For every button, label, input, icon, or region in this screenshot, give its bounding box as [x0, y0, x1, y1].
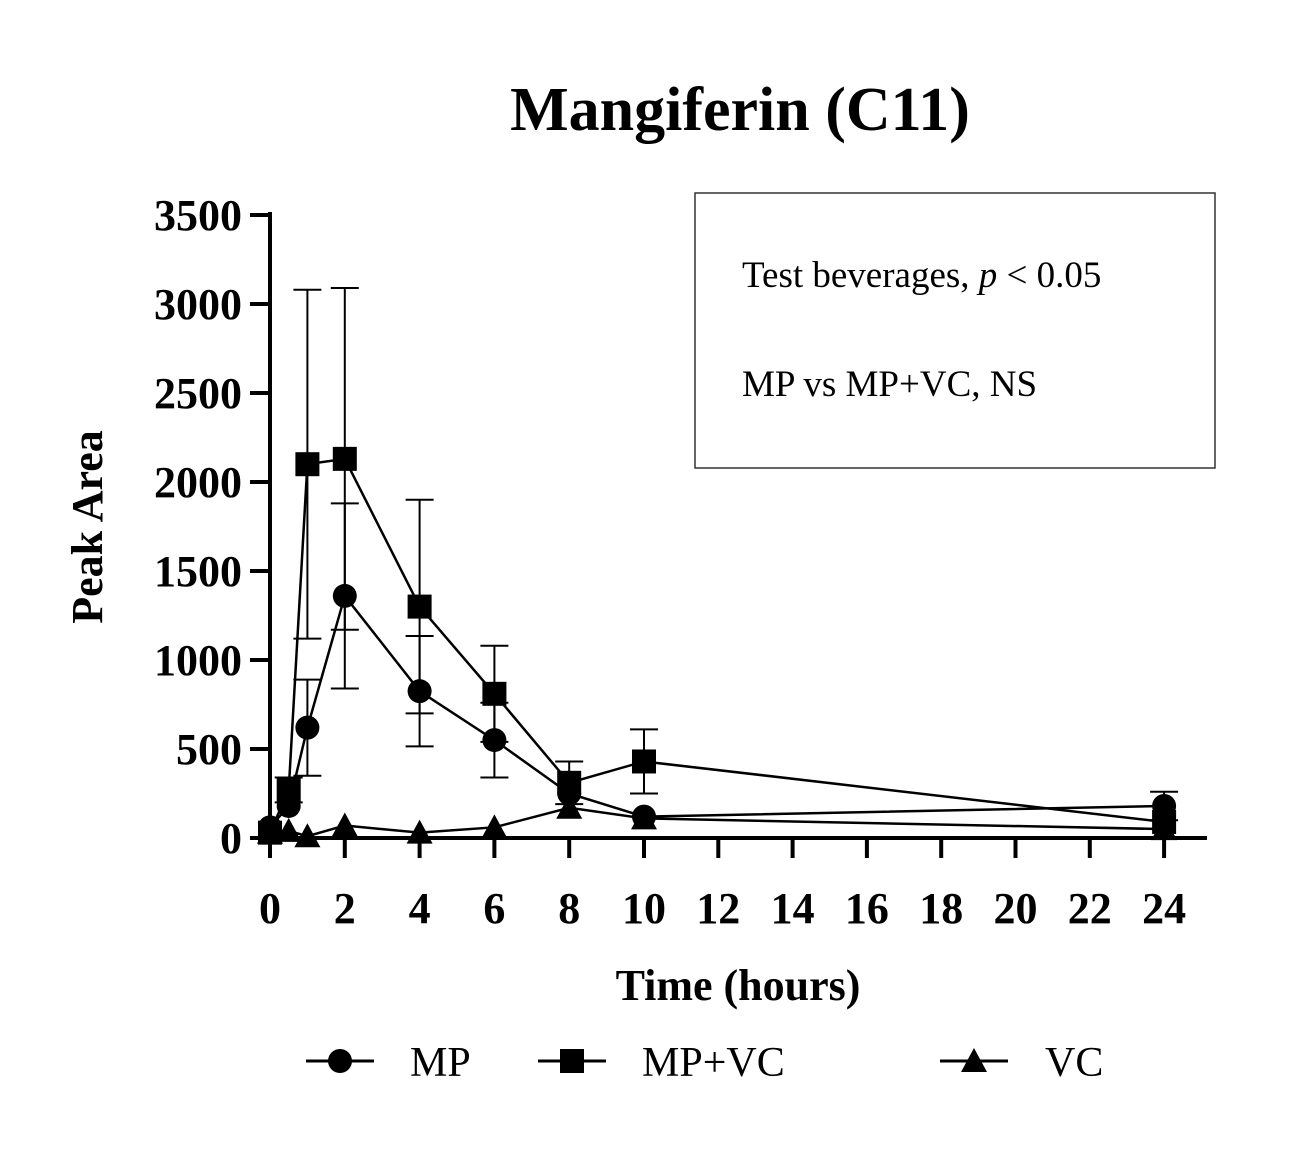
x-tick-label: 24 [1142, 884, 1186, 933]
y-tick-label: 3000 [154, 280, 242, 329]
data-point-vc [275, 817, 302, 842]
data-point-mp-vc [482, 681, 507, 706]
x-tick-label: 10 [622, 884, 666, 933]
legend-item-vc: VC [940, 1040, 1103, 1086]
legend-label-mp-vc: MP+VC [642, 1040, 785, 1086]
annotation-box [694, 192, 1216, 469]
x-tick-label: 16 [845, 884, 889, 933]
data-point-mp [295, 715, 320, 740]
x-tick-label: 6 [483, 884, 505, 933]
legend-item-mp: MP [306, 1040, 471, 1086]
x-tick-label: 12 [696, 884, 740, 933]
series-line-mp [269, 593, 1165, 829]
data-point-mp-vc [295, 452, 320, 477]
data-point-vc [257, 819, 283, 844]
x-tick-label: 14 [771, 884, 815, 933]
legend-label-vc: VC [1045, 1040, 1103, 1086]
y-tick-label: 500 [176, 725, 242, 774]
y-tick-label: 3500 [154, 191, 242, 240]
legend-marker-mp [328, 1049, 352, 1073]
data-point-vc [294, 823, 321, 848]
y-tick-label: 2000 [154, 458, 242, 507]
data-point-vc [481, 814, 508, 839]
y-tick-label: 0 [220, 814, 242, 863]
series-line-mp-vc [268, 457, 1165, 834]
data-point-vc [631, 805, 657, 830]
series-line-vc [269, 806, 1165, 838]
x-tick-label: 20 [994, 884, 1038, 933]
annotation-line-2: MP vs MP+VC, NS [742, 364, 1037, 405]
x-tick-label: 0 [259, 884, 281, 933]
data-point-vc [406, 819, 433, 844]
data-point-vc [331, 812, 358, 837]
x-tick-label: 2 [334, 884, 356, 933]
data-point-vc [1151, 816, 1178, 841]
legend-marker-vc [961, 1048, 987, 1072]
legend-label-mp: MP [410, 1040, 471, 1086]
x-tick-label: 18 [919, 884, 963, 933]
data-point-mp-vc [407, 594, 432, 619]
data-point-mp-vc [332, 446, 357, 471]
data-point-mp-vc [557, 770, 582, 795]
data-point-vc [556, 794, 583, 819]
annotation-line-1: Test beverages, p < 0.05 [742, 255, 1101, 296]
y-axis-label: Peak Area [63, 430, 112, 624]
chart-title: Mangiferin (C11) [510, 76, 970, 144]
legend-marker-mp-vc [560, 1049, 584, 1073]
x-axis-label: Time (hours) [616, 961, 861, 1010]
y-tick-label: 1000 [154, 636, 242, 685]
y-tick-label: 2500 [154, 369, 242, 418]
legend: MP MP+VC VC [306, 1040, 1103, 1086]
x-tick-label: 22 [1068, 884, 1112, 933]
data-point-mp-vc [632, 749, 656, 774]
x-tick-label: 8 [558, 884, 580, 933]
data-point-mp-vc [276, 777, 301, 802]
x-tick-label: 4 [409, 884, 431, 933]
y-tick-label: 1500 [154, 547, 242, 596]
legend-item-mp-vc: MP+VC [538, 1040, 785, 1086]
